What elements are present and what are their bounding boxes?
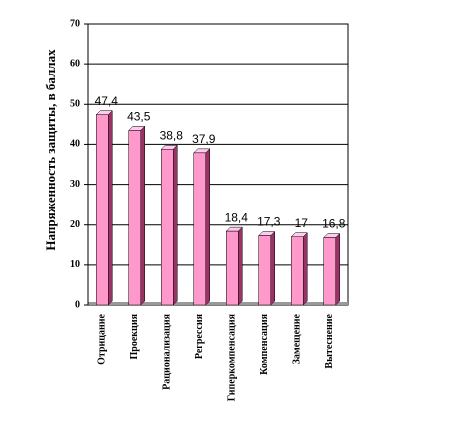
value-label: 17 — [295, 216, 309, 230]
x-tick-label: Рационализация — [162, 313, 173, 389]
x-tick-label: Проекция — [129, 313, 140, 359]
x-tick-label: Замещение — [292, 313, 303, 364]
floor — [88, 302, 348, 305]
x-tick-label: Вытеснение — [324, 313, 335, 368]
bar — [128, 130, 141, 306]
bar-side — [205, 148, 210, 306]
bar-side — [335, 232, 340, 306]
bar — [291, 236, 304, 306]
bar-side — [173, 144, 178, 306]
y-tick-label: 30 — [70, 179, 80, 190]
bar — [258, 235, 271, 306]
bar — [226, 230, 239, 306]
x-tick-label: Гиперкомпенсация — [227, 313, 238, 401]
value-label: 16,8 — [322, 217, 346, 231]
value-label: 43,5 — [127, 110, 151, 124]
bar-side — [270, 230, 275, 306]
value-label: 38,8 — [160, 128, 184, 142]
bar — [193, 152, 206, 306]
value-label: 18,4 — [225, 210, 249, 224]
bar — [96, 114, 109, 306]
y-tick-label: 50 — [70, 99, 80, 110]
plot-frame — [87, 23, 349, 306]
value-label: 47,4 — [95, 94, 119, 108]
y-tick-label: 20 — [70, 219, 80, 230]
y-tick-label: 10 — [70, 259, 80, 270]
bar-side — [108, 110, 113, 306]
value-label: 37,9 — [192, 132, 216, 146]
x-tick-label: Регрессия — [194, 313, 205, 359]
bar — [161, 148, 174, 306]
bar-side — [140, 125, 145, 306]
bar-side — [238, 226, 243, 306]
y-axis-title: Напряженность защиты, в баллах — [43, 49, 58, 251]
y-tick-label: 60 — [70, 58, 80, 69]
y-tick-label: 40 — [70, 139, 80, 150]
y-tick-label: 70 — [70, 18, 80, 29]
bar — [323, 237, 336, 306]
y-tick-label: 0 — [75, 299, 80, 310]
bar-side — [303, 232, 308, 306]
x-tick-label: Отрицание — [97, 313, 108, 364]
x-tick-label: Компенсация — [259, 313, 270, 374]
value-label: 17,3 — [257, 215, 281, 229]
